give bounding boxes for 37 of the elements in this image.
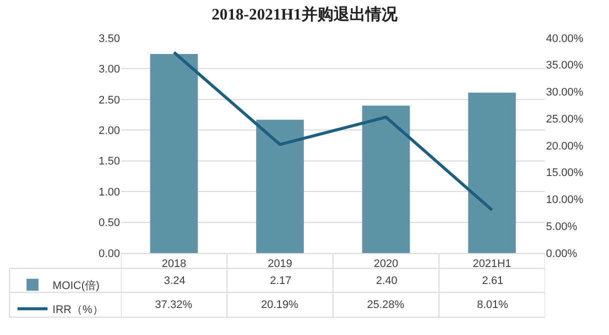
legend-label: MOIC(倍) [52,279,100,292]
y2-tick-label: 25.00% [546,113,584,126]
y2-tick-label: 30.00% [546,86,584,99]
x-tick-label: 2018 [162,258,186,270]
x-tick-label: 2019 [268,258,292,270]
legend-label: IRR（%） [52,304,104,316]
data-label: 25.28% [367,299,405,311]
data-label: 2.61 [482,275,504,287]
y2-tick-label: 5.00% [546,220,578,233]
y2-tick-label: 10.00% [546,194,584,206]
y-tick-label: 2.00 [98,124,120,137]
y-tick-label: 3.50 [98,32,120,45]
y2-tick-label: 20.00% [546,140,584,152]
x-tick-label: 2020 [374,258,398,270]
bar [362,106,410,253]
y2-tick-label: 15.00% [546,167,584,180]
y-tick-label: 1.50 [98,156,120,168]
line-series [172,50,494,212]
data-label: 3.24 [164,275,186,287]
y2-tick-label: 35.00% [546,60,584,72]
bar [468,92,516,253]
y2-tick-label: 0.00% [546,248,578,260]
bar [150,54,198,253]
bar [256,120,304,253]
y-tick-label: 3.00 [98,64,120,76]
data-label: 20.19% [261,299,299,311]
y-tick-label: 2.50 [98,94,120,106]
data-label: 37.32% [155,299,193,311]
data-label: 2.40 [376,275,398,287]
y2-tick-label: 40.00% [546,32,584,45]
data-label: 2.17 [270,275,292,287]
y-tick-label: 1.00 [98,186,120,198]
chart-title: 2018-2021H1并购退出情况 [212,6,398,24]
data-label: 8.01% [477,299,508,311]
y-tick-label: 0.00 [98,248,120,260]
y-tick-label: 0.50 [98,217,120,230]
x-tick-label: 2021H1 [472,258,512,270]
